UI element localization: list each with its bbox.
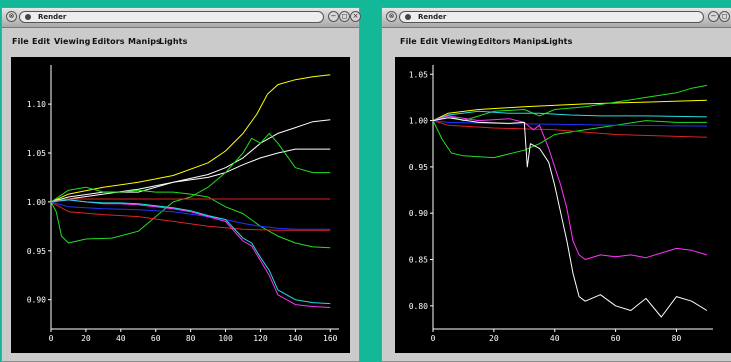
x-tick-label: 100 [218, 334, 233, 343]
y-tick-label: 1.00 [27, 198, 46, 207]
render-viewport[interactable]: 0.90 0.95 1.00 1.05 1.10 0 20 40 60 80 100 120 140 16… [11, 57, 350, 353]
x-tick-label: 20 [489, 334, 499, 343]
x-tick-label: 140 [288, 334, 303, 343]
window-menu-icon[interactable]: ⊗ [386, 11, 397, 22]
window-menu-icon[interactable]: ⊗ [6, 11, 17, 22]
series-line-7 [432, 117, 708, 318]
render-window-left: ⊗ Render − ◻ × File Edit Viewing Editors… [1, 7, 361, 362]
title-bar[interactable]: ⊗ Render − ◻ × [2, 8, 361, 28]
x-tick-label: 80 [672, 334, 682, 343]
series-line-0 [432, 99, 707, 122]
series-line-1 [50, 119, 331, 203]
menu-lights[interactable]: Lights [159, 37, 188, 46]
menu-editors[interactable]: Editors [478, 37, 511, 46]
y-tick-label: 0.85 [409, 256, 428, 265]
series-line-7 [50, 201, 331, 230]
minimize-icon[interactable]: − [328, 11, 339, 22]
render-window-right: ⊗ Render − ◻ File Edit Viewing Editors M… [381, 7, 731, 362]
x-tick-label: 40 [550, 334, 560, 343]
window-title: Render [399, 11, 704, 23]
x-tick-label: 60 [151, 334, 161, 343]
menu-file[interactable]: File [12, 37, 29, 46]
x-tick-label: 120 [253, 334, 268, 343]
menu-bar: File Edit Viewing Editors Manips Lights [2, 31, 359, 55]
maximize-icon[interactable]: ◻ [719, 11, 730, 22]
menu-manips[interactable]: Manips [513, 37, 546, 46]
close-icon[interactable]: × [350, 11, 361, 22]
title-bar[interactable]: ⊗ Render − ◻ [382, 8, 731, 28]
y-tick-label: 1.05 [27, 149, 46, 158]
y-tick-label: 0.95 [27, 247, 46, 256]
menu-edit[interactable]: Edit [420, 37, 439, 46]
series-line-0 [50, 74, 331, 203]
series-line-4 [50, 186, 331, 249]
menu-viewing[interactable]: Viewing [54, 37, 91, 46]
maximize-icon[interactable]: ◻ [339, 11, 350, 22]
x-tick-label: 20 [81, 334, 91, 343]
menu-manips[interactable]: Manips [128, 37, 161, 46]
menu-file[interactable]: File [400, 37, 417, 46]
line-chart: 0.80 0.85 0.90 0.95 1.00 1.05 0 20 40 60 80 [409, 65, 713, 343]
x-tick-label: 160 [323, 334, 338, 343]
menu-viewing[interactable]: Viewing [441, 37, 478, 46]
y-tick-label: 0.80 [409, 302, 428, 311]
y-tick-label: 1.05 [409, 70, 428, 79]
render-viewport[interactable]: 0.80 0.85 0.90 0.95 1.00 1.05 0 20 40 60 80 [395, 57, 731, 353]
series-line-6 [50, 201, 331, 231]
window-title: Render [19, 11, 324, 23]
minimize-icon[interactable]: − [708, 11, 719, 22]
y-tick-label: 0.90 [409, 209, 428, 218]
y-tick-label: 0.90 [27, 296, 46, 305]
series-line-2 [50, 148, 331, 203]
series-line-3 [432, 120, 707, 159]
menu-lights[interactable]: Lights [544, 37, 573, 46]
series-line-6 [432, 115, 708, 260]
series-line-1 [432, 84, 707, 122]
x-tick-label: 0 [431, 334, 436, 343]
x-tick-label: 80 [186, 334, 196, 343]
series-line-2 [432, 110, 707, 122]
menu-editors[interactable]: Editors [92, 37, 125, 46]
menu-bar: File Edit Viewing Editors Manips Lights [382, 31, 731, 55]
series-line-9 [50, 199, 331, 305]
y-tick-label: 1.00 [409, 117, 428, 126]
menu-edit[interactable]: Edit [32, 37, 51, 46]
x-tick-label: 40 [116, 334, 126, 343]
series-line-8 [50, 199, 331, 308]
series-line-3 [50, 132, 331, 244]
x-tick-label: 0 [49, 334, 54, 343]
y-tick-label: 0.95 [409, 163, 428, 172]
series-line-5 [50, 198, 331, 203]
y-tick-label: 1.10 [27, 100, 46, 109]
x-tick-label: 60 [611, 334, 621, 343]
line-chart: 0.90 0.95 1.00 1.05 1.10 0 20 40 60 80 100 120 140 16… [27, 65, 339, 343]
